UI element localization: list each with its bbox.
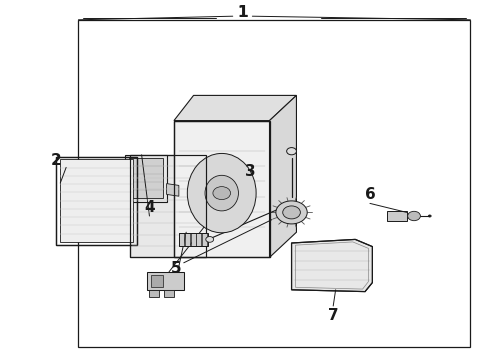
Text: 2: 2: [51, 153, 62, 168]
Text: 3: 3: [245, 163, 255, 179]
Polygon shape: [270, 95, 296, 257]
Ellipse shape: [187, 153, 256, 233]
Bar: [191, 233, 196, 246]
Circle shape: [276, 201, 307, 224]
Bar: [387, 211, 407, 221]
Polygon shape: [167, 184, 179, 196]
Bar: [125, 155, 167, 202]
Bar: [185, 233, 190, 246]
Bar: [179, 233, 208, 246]
Text: 6: 6: [365, 187, 375, 202]
Circle shape: [428, 215, 431, 217]
Ellipse shape: [205, 175, 239, 211]
Bar: [130, 155, 206, 257]
Bar: [60, 159, 133, 242]
Circle shape: [287, 148, 296, 155]
Bar: [174, 121, 270, 257]
Bar: [129, 158, 163, 198]
Bar: [130, 155, 206, 257]
Bar: [147, 272, 184, 290]
Bar: [149, 290, 159, 297]
Circle shape: [206, 237, 214, 242]
Text: 1: 1: [237, 5, 248, 20]
Polygon shape: [206, 165, 225, 201]
Bar: [78, 20, 470, 347]
Bar: [56, 157, 137, 245]
Polygon shape: [292, 239, 372, 292]
Bar: [174, 121, 270, 257]
Polygon shape: [174, 95, 296, 121]
Circle shape: [408, 211, 420, 221]
Bar: [202, 233, 207, 246]
Bar: [151, 275, 163, 287]
Text: 4: 4: [144, 199, 155, 215]
Circle shape: [213, 186, 230, 199]
Bar: [196, 233, 201, 246]
Text: 1: 1: [237, 5, 248, 20]
Bar: [56, 157, 137, 245]
Text: 7: 7: [328, 307, 339, 323]
Bar: [179, 233, 184, 246]
Text: 5: 5: [171, 261, 182, 276]
Circle shape: [283, 206, 300, 219]
Bar: [164, 290, 174, 297]
